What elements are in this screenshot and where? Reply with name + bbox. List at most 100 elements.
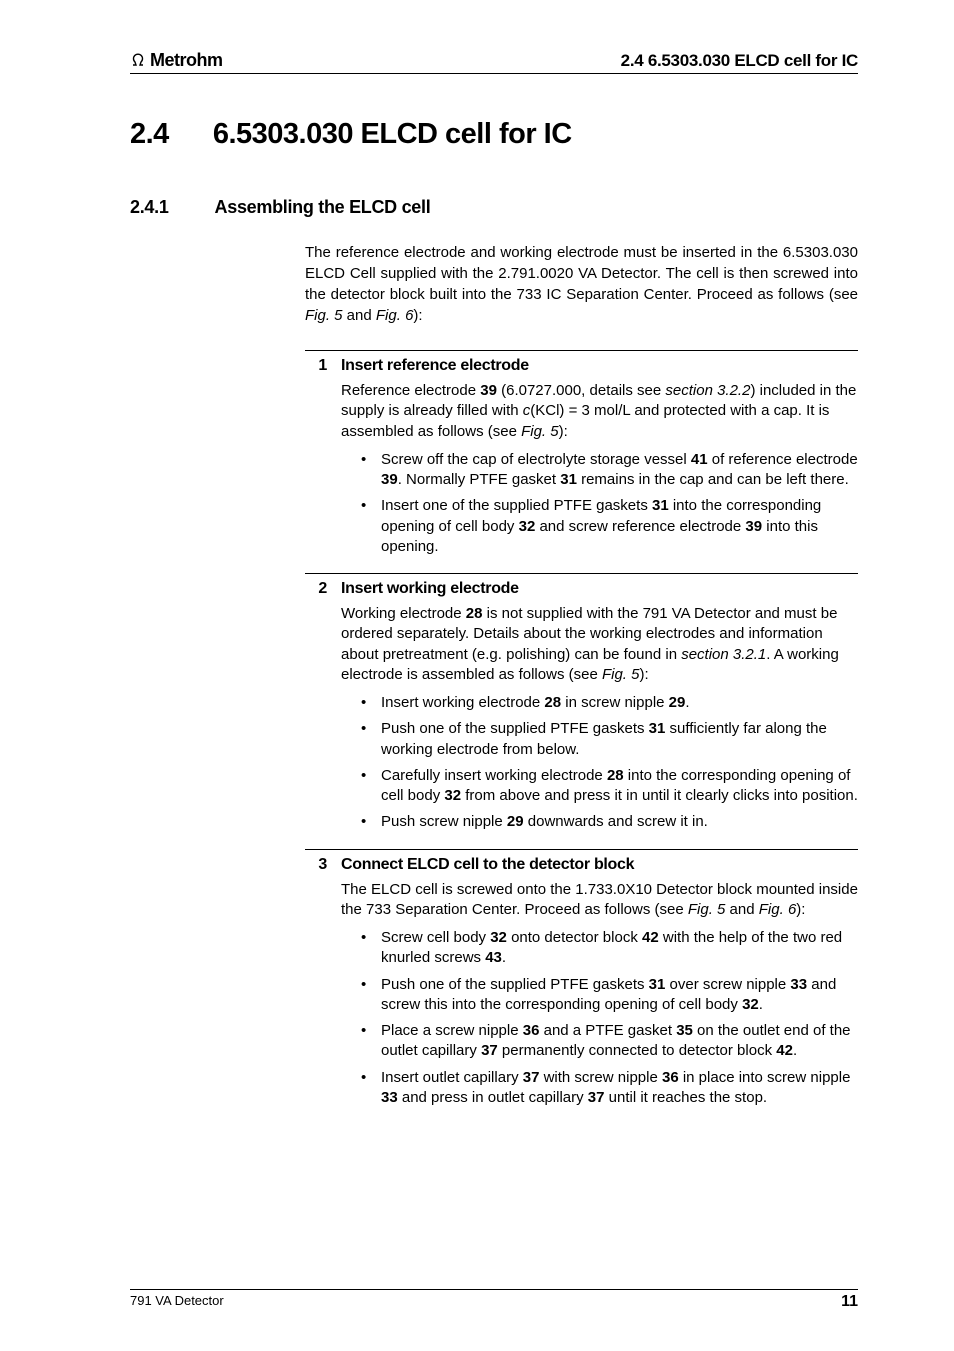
text: ): xyxy=(559,423,568,440)
part-ref: 43 xyxy=(485,949,502,966)
fig-ref: Fig. 6 xyxy=(376,307,414,324)
brand-logo: Metrohm xyxy=(130,50,223,71)
divider xyxy=(305,573,858,574)
text: Push screw nipple xyxy=(381,813,507,830)
page-header: Metrohm 2.4 6.5303.030 ELCD cell for IC xyxy=(130,50,858,74)
step-number: 3 xyxy=(305,856,341,874)
part-ref: 32 xyxy=(444,787,461,804)
text: Carefully insert working electrode xyxy=(381,767,607,784)
footer-left: 791 VA Detector xyxy=(130,1293,224,1311)
text: The reference electrode and working elec… xyxy=(305,244,858,303)
text: ): xyxy=(413,307,422,324)
text: Insert outlet capillary xyxy=(381,1069,523,1086)
text: of reference electrode xyxy=(708,451,858,468)
text: ): xyxy=(639,666,648,683)
section-ref: section 3.2.1 xyxy=(681,646,766,663)
list-item: Screw cell body 32 onto detector block 4… xyxy=(361,928,858,969)
part-ref: 33 xyxy=(381,1089,398,1106)
bullet-list: Screw cell body 32 onto detector block 4… xyxy=(361,928,858,1108)
part-ref: 42 xyxy=(776,1042,793,1059)
fig-ref: Fig. 5 xyxy=(688,901,726,918)
text: Insert working electrode xyxy=(381,694,544,711)
part-ref: 37 xyxy=(523,1069,540,1086)
text: and press in outlet capillary xyxy=(398,1089,588,1106)
text: in place into screw nipple xyxy=(679,1069,851,1086)
text: . xyxy=(685,694,689,711)
list-item: Carefully insert working electrode 28 in… xyxy=(361,766,858,807)
text: until it reaches the stop. xyxy=(604,1089,767,1106)
subsection-num: 2.4.1 xyxy=(130,197,169,218)
text: remains in the cap and can be left there… xyxy=(577,471,849,488)
part-ref: 28 xyxy=(466,605,483,622)
text: . xyxy=(759,996,763,1013)
page-footer: 791 VA Detector 11 xyxy=(130,1289,858,1311)
step-1: 1 Insert reference electrode Reference e… xyxy=(305,350,858,557)
step-paragraph: The ELCD cell is screwed onto the 1.733.… xyxy=(341,880,858,921)
text: Reference electrode xyxy=(341,382,480,399)
part-ref: 32 xyxy=(490,929,507,946)
step-body: The ELCD cell is screwed onto the 1.733.… xyxy=(341,880,858,1109)
step-2: 2 Insert working electrode Working elect… xyxy=(305,573,858,833)
fig-ref: Fig. 6 xyxy=(759,901,797,918)
fig-ref: Fig. 5 xyxy=(305,307,343,324)
text: Insert one of the supplied PTFE gaskets xyxy=(381,497,652,514)
text: Screw cell body xyxy=(381,929,490,946)
list-item: Insert working electrode 28 in screw nip… xyxy=(361,693,858,713)
text: Place a screw nipple xyxy=(381,1022,523,1039)
part-ref: 31 xyxy=(649,976,666,993)
list-item: Push screw nipple 29 downwards and screw… xyxy=(361,812,858,832)
step-paragraph: Working electrode 28 is not supplied wit… xyxy=(341,604,858,685)
section-ref: section 3.2.2 xyxy=(665,382,750,399)
text: Push one of the supplied PTFE gaskets xyxy=(381,720,649,737)
list-item: Push one of the supplied PTFE gaskets 31… xyxy=(361,975,858,1016)
subsection-title: Assembling the ELCD cell xyxy=(215,197,431,218)
intro-paragraph: The reference electrode and working elec… xyxy=(305,242,858,326)
step-number: 2 xyxy=(305,580,341,598)
text: . xyxy=(793,1042,797,1059)
step-body: Working electrode 28 is not supplied wit… xyxy=(341,604,858,833)
part-ref: 36 xyxy=(662,1069,679,1086)
part-ref: 37 xyxy=(588,1089,605,1106)
list-item: Insert outlet capillary 37 with screw ni… xyxy=(361,1068,858,1109)
text: onto detector block xyxy=(507,929,642,946)
part-ref: 32 xyxy=(742,996,759,1013)
list-item: Place a screw nipple 36 and a PTFE gaske… xyxy=(361,1021,858,1062)
part-ref: 31 xyxy=(649,720,666,737)
part-ref: 39 xyxy=(480,382,497,399)
step-number: 1 xyxy=(305,357,341,375)
text: (6.0727.000, details see xyxy=(497,382,665,399)
step-title: Insert reference electrode xyxy=(341,357,529,375)
part-ref: 29 xyxy=(507,813,524,830)
part-ref: 41 xyxy=(691,451,708,468)
part-ref: 35 xyxy=(676,1022,693,1039)
omega-icon xyxy=(130,52,146,66)
header-section-ref: 2.4 6.5303.030 ELCD cell for IC xyxy=(621,51,858,71)
part-ref: 37 xyxy=(481,1042,498,1059)
brand-text: Metrohm xyxy=(150,50,223,71)
fig-ref: Fig. 5 xyxy=(602,666,640,683)
step-title: Connect ELCD cell to the detector block xyxy=(341,856,634,874)
divider xyxy=(305,849,858,850)
bullet-list: Insert working electrode 28 in screw nip… xyxy=(361,693,858,833)
text: over screw nipple xyxy=(665,976,790,993)
text: Push one of the supplied PTFE gaskets xyxy=(381,976,649,993)
text: and xyxy=(343,307,376,324)
section-title: 6.5303.030 ELCD cell for IC xyxy=(213,118,572,151)
part-ref: 29 xyxy=(669,694,686,711)
step-heading: 3 Connect ELCD cell to the detector bloc… xyxy=(305,856,858,874)
divider xyxy=(305,350,858,351)
text: . xyxy=(502,949,506,966)
step-3: 3 Connect ELCD cell to the detector bloc… xyxy=(305,849,858,1109)
text: and a PTFE gasket xyxy=(539,1022,676,1039)
section-num: 2.4 xyxy=(130,118,169,151)
part-ref: 39 xyxy=(381,471,398,488)
list-item: Insert one of the supplied PTFE gaskets … xyxy=(361,496,858,557)
list-item: Screw off the cap of electrolyte storage… xyxy=(361,450,858,491)
part-ref: 33 xyxy=(790,976,807,993)
step-paragraph: Reference electrode 39 (6.0727.000, deta… xyxy=(341,381,858,442)
part-ref: 39 xyxy=(745,518,762,535)
text: downwards and screw it in. xyxy=(524,813,708,830)
step-heading: 1 Insert reference electrode xyxy=(305,357,858,375)
step-body: Reference electrode 39 (6.0727.000, deta… xyxy=(341,381,858,557)
part-ref: 28 xyxy=(607,767,624,784)
